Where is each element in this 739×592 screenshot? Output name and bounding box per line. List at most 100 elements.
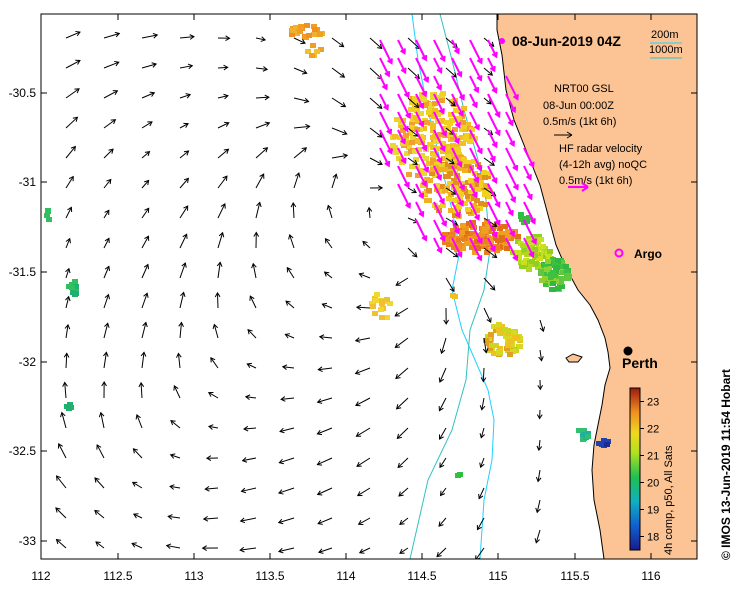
current-arrow: [210, 357, 219, 369]
radar-arrow: [451, 57, 463, 78]
radar-arrow: [415, 39, 428, 62]
sst-pixel: [439, 163, 445, 168]
radar-arrow: [487, 93, 501, 118]
current-arrow: [285, 300, 295, 309]
current-arrow: [217, 93, 229, 100]
current-arrow: [179, 291, 186, 309]
sst-pixel: [463, 164, 469, 169]
current-arrow: [438, 427, 447, 440]
colorbar-tick-label: 23: [647, 397, 659, 409]
radar-arrow: [433, 129, 446, 153]
sst-pixel: [440, 203, 446, 208]
sst-pixel: [482, 190, 488, 195]
current-arrow: [479, 457, 485, 469]
x-axis: 112 112.5 113 113.5 114 114.5 115 115.5 116: [31, 14, 661, 583]
sst-pixel: [46, 217, 52, 222]
current-arrow: [98, 411, 105, 429]
radar-arrow: [487, 39, 498, 59]
current-arrow: [65, 88, 80, 99]
sst-pixel: [495, 238, 501, 243]
current-arrow: [216, 261, 223, 279]
current-arrow: [55, 507, 67, 519]
current-arrow: [316, 487, 333, 496]
sst-pixel: [397, 135, 403, 140]
sst-pixel: [536, 234, 542, 239]
sst-pixel: [460, 246, 466, 251]
current-arrow: [483, 247, 498, 259]
current-arrow: [55, 475, 67, 489]
y-tick-label: -31.5: [9, 265, 37, 279]
sst-pixel: [505, 234, 511, 239]
sst-pixel: [432, 101, 438, 106]
sst-pixel: [306, 33, 312, 38]
current-arrow: [407, 247, 418, 258]
current-arrow: [217, 175, 228, 189]
sst-pixel: [559, 284, 565, 289]
current-arrow: [369, 97, 383, 110]
radar-arrow: [451, 39, 460, 55]
current-arrow: [244, 394, 257, 401]
radar-arrow: [505, 219, 516, 238]
sst-pixel: [433, 139, 439, 144]
sst-pixel: [289, 32, 295, 37]
radar-arrow: [523, 147, 535, 169]
current-arrow: [202, 515, 219, 522]
radar-arrow: [415, 93, 425, 110]
radar-arrow: [487, 129, 498, 149]
radar-arrow: [487, 111, 501, 137]
sst-pixel: [472, 250, 478, 255]
current-arrow: [331, 97, 347, 108]
current-arrow: [141, 62, 158, 69]
sst-pixel: [432, 134, 438, 139]
current-arrow: [141, 292, 149, 309]
model-legend-line3: 0.5m/s (1kt 6h): [543, 116, 616, 128]
current-arrow: [293, 37, 306, 45]
current-arrow: [397, 457, 409, 469]
sst-pixel: [408, 107, 414, 112]
colorbar-label: 4h comp, p50, All Sats: [663, 445, 675, 555]
sst-pixel: [545, 259, 551, 264]
sst-pixel: [464, 241, 470, 246]
current-arrow: [169, 453, 181, 459]
current-arrow: [255, 36, 267, 42]
radar-arrow: [523, 219, 537, 245]
current-arrow: [247, 329, 257, 339]
sst-pixel: [580, 432, 586, 437]
sst-pixel: [447, 164, 453, 169]
sst-pixel: [297, 29, 303, 34]
sst-pixel: [558, 280, 564, 285]
sst-pixel: [460, 120, 466, 125]
sst-pixel: [555, 258, 561, 263]
current-arrow: [331, 153, 349, 159]
current-arrow: [217, 121, 230, 129]
radar-arrow: [451, 111, 461, 129]
sst-pixel: [373, 298, 379, 303]
argo-marker-icon: [614, 248, 624, 258]
sst-pixel: [478, 180, 484, 185]
current-arrow: [483, 157, 495, 166]
sst-pixel: [387, 301, 393, 306]
sst-pixel: [450, 228, 456, 233]
current-arrow: [103, 209, 110, 219]
radar-arrow: [433, 57, 443, 74]
sst-pixel: [515, 234, 521, 239]
sst-pixel: [456, 245, 462, 250]
sst-pixel: [554, 265, 560, 270]
sst-pixel: [440, 91, 446, 96]
plot-frame: [40, 13, 698, 560]
y-tick-label: -33: [19, 534, 37, 548]
current-arrow: [179, 63, 194, 70]
sst-pixel: [479, 183, 485, 188]
current-arrow: [369, 37, 383, 50]
current-arrow: [207, 392, 219, 399]
sst-pixel: [483, 183, 489, 188]
radar-arrow: [433, 39, 446, 63]
current-arrow: [316, 457, 333, 466]
radar-arrow: [487, 57, 496, 73]
current-arrow: [317, 547, 333, 554]
radar-arrow: [451, 75, 465, 101]
current-arrow: [179, 93, 192, 99]
radar-arrow: [505, 237, 519, 262]
current-arrow: [355, 427, 371, 437]
sst-pixel: [384, 297, 390, 302]
